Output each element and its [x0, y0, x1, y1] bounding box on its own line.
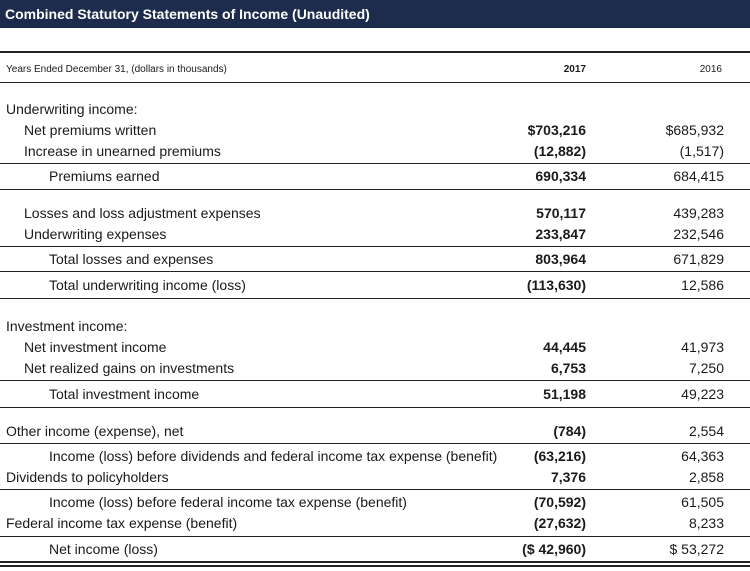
rule — [0, 536, 750, 537]
cell-2017: (113,630) — [526, 277, 586, 293]
rule — [0, 298, 750, 299]
cell-2016: 8,233 — [688, 515, 724, 531]
cell-2017: 803,964 — [535, 251, 586, 267]
rule — [0, 443, 750, 444]
rule — [0, 271, 750, 272]
cell-2017: 44,445 — [543, 339, 586, 355]
cell-2016: 439,283 — [673, 205, 724, 221]
cell-2017: 7,376 — [550, 469, 586, 485]
row-label: Net realized gains on investments — [24, 360, 235, 376]
rule — [0, 561, 750, 563]
cell-2017: 690,334 — [535, 168, 586, 184]
cell-2016: 2,554 — [688, 423, 724, 439]
rule — [0, 51, 750, 53]
cell-2017: (27,632) — [533, 515, 586, 531]
cell-2016: 61,505 — [681, 494, 724, 510]
cell-2017: 6,753 — [550, 360, 586, 376]
cell-2017: 51,198 — [543, 386, 586, 402]
cell-2017: 233,847 — [535, 226, 586, 242]
row-label: Dividends to policyholders — [6, 469, 169, 485]
rule — [0, 163, 750, 164]
row-label: Total losses and expenses — [49, 251, 214, 267]
cell-2016: 232,546 — [673, 226, 724, 242]
column-header: 2017 — [563, 64, 586, 75]
column-header: Years Ended December 31, (dollars in tho… — [6, 64, 227, 75]
cell-2016: (1,517) — [679, 143, 724, 159]
row-label: Losses and loss adjustment expenses — [24, 205, 261, 221]
rule — [0, 246, 750, 247]
row-label: Net income (loss) — [49, 541, 158, 557]
cell-2016: 41,973 — [681, 339, 724, 355]
row-label: Total investment income — [49, 386, 200, 402]
row-label: Income (loss) before dividends and feder… — [49, 448, 498, 464]
rule — [0, 380, 750, 381]
row-label: Net premiums written — [24, 122, 157, 138]
rule — [0, 407, 750, 408]
cell-2017: ($ 42,960) — [522, 541, 586, 557]
row-label: Other income (expense), net — [6, 423, 184, 439]
cell-2016: 7,250 — [688, 360, 724, 376]
cell-2017: 570,117 — [536, 205, 586, 221]
cell-2016: $ 53,272 — [669, 541, 725, 557]
cell-2016: 2,858 — [688, 469, 724, 485]
rule — [0, 189, 750, 190]
row-label: Underwriting expenses — [24, 226, 167, 242]
cell-2017: (63,216) — [533, 448, 586, 464]
row-label: Premiums earned — [49, 168, 160, 184]
cell-2016: 49,223 — [681, 386, 724, 402]
cell-2016: 12,586 — [681, 277, 724, 293]
rule — [0, 489, 750, 490]
cell-2016: 684,415 — [673, 168, 724, 184]
cell-2017: $703,216 — [527, 122, 586, 138]
cell-2017: (12,882) — [533, 143, 586, 159]
title-bar: Combined Statutory Statements of Income … — [0, 0, 750, 28]
cell-2016: $685,932 — [665, 122, 724, 138]
row-label: Total underwriting income (loss) — [49, 277, 246, 293]
row-label: Underwriting income: — [6, 101, 138, 117]
row-label: Investment income: — [6, 318, 128, 334]
row-label: Federal income tax expense (benefit) — [6, 515, 238, 531]
cell-2016: 64,363 — [681, 448, 724, 464]
column-header: 2016 — [699, 64, 722, 75]
cell-2017: (784) — [553, 423, 586, 439]
row-label: Income (loss) before federal income tax … — [49, 494, 407, 510]
row-label: Increase in unearned premiums — [24, 143, 221, 159]
rule — [0, 82, 750, 83]
rule — [0, 565, 750, 567]
row-label: Net investment income — [24, 339, 167, 355]
cell-2016: 671,829 — [673, 251, 724, 267]
cell-2017: (70,592) — [533, 494, 586, 510]
